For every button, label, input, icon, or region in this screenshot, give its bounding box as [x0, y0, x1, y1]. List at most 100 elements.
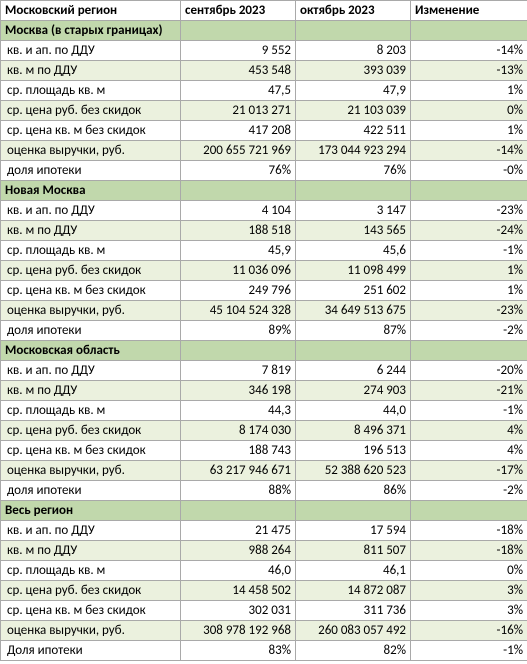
row-label: кв. м по ДДУ	[1, 61, 181, 81]
row-chg: -24%	[411, 221, 527, 241]
row-label: доля ипотеки	[1, 161, 181, 181]
row-label: ср. цена кв. м без скидок	[1, 601, 181, 621]
row-chg: -14%	[411, 141, 527, 161]
data-row: ср. цена руб. без скидок21 013 27121 103…	[1, 101, 527, 121]
row-chg: -16%	[411, 621, 527, 641]
row-oct: 44,0	[296, 401, 411, 421]
row-label: кв. и ап. по ДДУ	[1, 41, 181, 61]
row-chg: -2%	[411, 481, 527, 501]
header-region: Московский регион	[1, 1, 181, 21]
row-oct: 52 388 620 523	[296, 461, 411, 481]
row-sep: 45,9	[181, 241, 296, 261]
row-oct: 47,9	[296, 81, 411, 101]
data-row: доля ипотеки89%87%-2%	[1, 321, 527, 341]
row-chg: 1%	[411, 121, 527, 141]
row-sep: 346 198	[181, 381, 296, 401]
section-empty	[181, 501, 296, 521]
row-oct: 14 872 087	[296, 581, 411, 601]
section-title: Московская область	[1, 341, 181, 361]
data-row: ср. площадь кв. м45,945,6-1%	[1, 241, 527, 261]
row-label: оценка выручки, руб.	[1, 301, 181, 321]
row-sep: 45 104 524 328	[181, 301, 296, 321]
data-row: ср. площадь кв. м47,547,91%	[1, 81, 527, 101]
data-row: ср. площадь кв. м44,344,0-1%	[1, 401, 527, 421]
row-oct: 311 736	[296, 601, 411, 621]
row-sep: 417 208	[181, 121, 296, 141]
data-row: доля ипотеки76%76%-0%	[1, 161, 527, 181]
row-oct: 422 511	[296, 121, 411, 141]
section-empty	[411, 501, 527, 521]
row-oct: 274 903	[296, 381, 411, 401]
row-oct: 3 147	[296, 201, 411, 221]
row-sep: 302 031	[181, 601, 296, 621]
section-empty	[296, 181, 411, 201]
data-row: кв. и ап. по ДДУ7 8196 244-20%	[1, 361, 527, 381]
row-chg: -0%	[411, 161, 527, 181]
table-body: Москва (в старых границах)кв. и ап. по Д…	[1, 21, 527, 661]
row-sep: 188 518	[181, 221, 296, 241]
row-label: ср. цена руб. без скидок	[1, 581, 181, 601]
section-title: Москва (в старых границах)	[1, 21, 181, 41]
data-row: кв. м по ДДУ453 548393 039-13%	[1, 61, 527, 81]
section-empty	[296, 21, 411, 41]
section-empty	[181, 181, 296, 201]
row-oct: 196 513	[296, 441, 411, 461]
row-chg: -21%	[411, 381, 527, 401]
row-chg: -2%	[411, 321, 527, 341]
row-chg: -18%	[411, 521, 527, 541]
row-label: ср. цена кв. м без скидок	[1, 281, 181, 301]
row-oct: 76%	[296, 161, 411, 181]
data-row: кв. м по ДДУ988 264811 507-18%	[1, 541, 527, 561]
row-chg: 3%	[411, 581, 527, 601]
row-label: доля ипотеки	[1, 321, 181, 341]
row-label: ср. цена кв. м без скидок	[1, 441, 181, 461]
section-empty	[181, 21, 296, 41]
row-label: ср. цена руб. без скидок	[1, 421, 181, 441]
data-row: доля ипотеки88%86%-2%	[1, 481, 527, 501]
row-oct: 34 649 513 675	[296, 301, 411, 321]
row-sep: 8 174 030	[181, 421, 296, 441]
row-oct: 251 602	[296, 281, 411, 301]
row-oct: 8 496 371	[296, 421, 411, 441]
data-row: оценка выручки, руб.308 978 192 968260 0…	[1, 621, 527, 641]
data-row: ср. площадь кв. м46,046,10%	[1, 561, 527, 581]
row-oct: 260 083 057 492	[296, 621, 411, 641]
row-chg: -18%	[411, 541, 527, 561]
row-label: кв. м по ДДУ	[1, 381, 181, 401]
row-oct: 87%	[296, 321, 411, 341]
row-oct: 21 103 039	[296, 101, 411, 121]
row-chg: -17%	[411, 461, 527, 481]
header-oct: октябрь 2023	[296, 1, 411, 21]
row-sep: 11 036 096	[181, 261, 296, 281]
row-chg: -1%	[411, 401, 527, 421]
row-chg: 4%	[411, 421, 527, 441]
row-sep: 63 217 946 671	[181, 461, 296, 481]
row-chg: 0%	[411, 561, 527, 581]
row-label: оценка выручки, руб.	[1, 461, 181, 481]
row-sep: 200 655 721 969	[181, 141, 296, 161]
row-label: ср. цена руб. без скидок	[1, 101, 181, 121]
section-empty	[181, 341, 296, 361]
row-oct: 17 594	[296, 521, 411, 541]
row-oct: 45,6	[296, 241, 411, 261]
data-row: ср. цена кв. м без скидок417 208422 5111…	[1, 121, 527, 141]
row-chg: -23%	[411, 201, 527, 221]
header-chg: Изменение	[411, 1, 527, 21]
row-label: кв. и ап. по ДДУ	[1, 201, 181, 221]
real-estate-table: Московский регион сентябрь 2023 октябрь …	[0, 0, 527, 661]
row-chg: 4%	[411, 441, 527, 461]
row-chg: -23%	[411, 301, 527, 321]
row-chg: -13%	[411, 61, 527, 81]
row-label: оценка выручки, руб.	[1, 621, 181, 641]
section-row: Московская область	[1, 341, 527, 361]
row-sep: 988 264	[181, 541, 296, 561]
row-label: кв. и ап. по ДДУ	[1, 521, 181, 541]
section-title: Весь регион	[1, 501, 181, 521]
data-row: Доля ипотеки83%82%-1%	[1, 641, 527, 661]
data-row: ср. цена кв. м без скидок249 796251 6021…	[1, 281, 527, 301]
data-row: оценка выручки, руб.63 217 946 67152 388…	[1, 461, 527, 481]
row-sep: 308 978 192 968	[181, 621, 296, 641]
data-row: кв. и ап. по ДДУ4 1043 147-23%	[1, 201, 527, 221]
row-oct: 811 507	[296, 541, 411, 561]
row-label: ср. площадь кв. м	[1, 401, 181, 421]
